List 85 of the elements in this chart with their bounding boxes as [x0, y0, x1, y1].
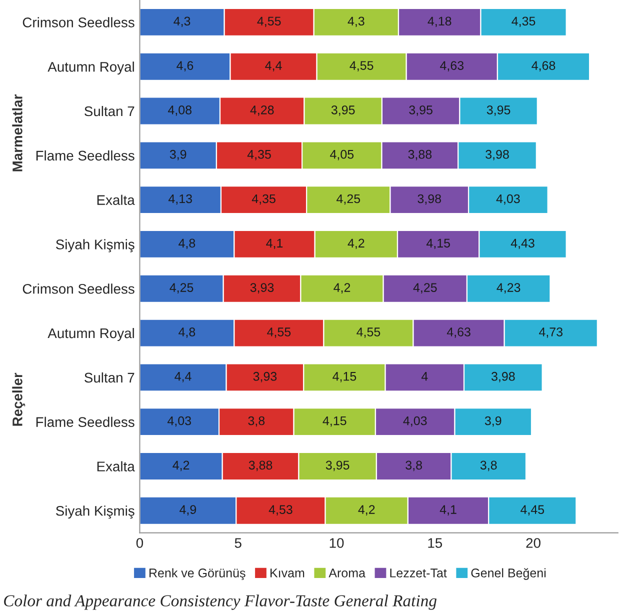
data-label: 3,95 [486, 106, 510, 116]
data-label: 3,88 [248, 460, 272, 472]
data-label: 4,23 [496, 283, 520, 294]
data-label: 4,03 [168, 416, 191, 427]
legend-label: Genel Beğeni [471, 568, 546, 580]
y-tick-label: Sultan 7 [84, 106, 134, 116]
y-tick-label: Autumn Royal [48, 328, 134, 341]
data-label: 3,95 [409, 106, 432, 116]
data-label: 3,9 [484, 416, 502, 427]
data-label: 4,55 [267, 328, 291, 338]
data-label: 4,68 [532, 61, 556, 72]
y-tick-label: Sultan 7 [84, 372, 134, 383]
data-label: 4,8 [178, 328, 196, 338]
data-label: 4,15 [332, 372, 356, 382]
data-label: 3,95 [326, 460, 350, 472]
data-label: 4,55 [356, 328, 380, 338]
data-label: 4,55 [350, 61, 374, 72]
y-tick-label: Crimson Seedless [22, 17, 134, 28]
data-label: 3,8 [248, 416, 265, 427]
data-label: 3,95 [331, 106, 355, 116]
data-label: 4,9 [180, 505, 196, 516]
data-label: 4,3 [174, 16, 190, 28]
data-label: 4,2 [358, 505, 375, 516]
legend-label: Aroma [328, 568, 366, 578]
x-tick-label: 20 [526, 538, 540, 548]
data-label: 4,73 [539, 328, 563, 338]
data-label: 4,05 [330, 150, 354, 160]
data-label: 4,6 [176, 61, 194, 72]
y-tick-label: Siyah Kişmiş [56, 239, 134, 252]
data-label: 4,25 [413, 283, 437, 294]
x-tick-label: 15 [428, 538, 442, 548]
data-label: 4,25 [170, 283, 194, 294]
text: Color and Appearance Consistency Flavor-Taste General Rating [4, 594, 437, 610]
data-label: 3,93 [250, 283, 274, 294]
x-tick-label: 0 [136, 538, 144, 548]
data-label: 4,2 [348, 238, 364, 250]
data-label: 4,43 [510, 238, 534, 250]
data-label: 3,93 [253, 372, 277, 382]
data-label: 4,03 [496, 194, 520, 205]
x-tick-label: 5 [234, 538, 242, 548]
data-label: 4,15 [426, 238, 450, 250]
data-label: 3,8 [406, 460, 422, 472]
legend-label: Renk ve Görünüş [150, 568, 246, 580]
data-label: 4,35 [247, 150, 271, 160]
data-label: 4,3 [348, 16, 364, 28]
legend-label: Kıvam [270, 568, 304, 578]
data-label: 3,88 [408, 150, 432, 160]
data-label: 4,25 [336, 194, 360, 205]
legend-label: Lezzet-Tat [390, 568, 447, 578]
text: Reçeller [12, 372, 26, 426]
data-label: 4,2 [172, 460, 190, 472]
data-label: 3,9 [170, 150, 186, 160]
y-tick-label: Autumn Royal [48, 62, 134, 75]
data-label: 4,1 [440, 505, 456, 516]
y-tick-label: Siyah Kişmiş [56, 506, 134, 519]
y-tick-label: Exalta [97, 461, 135, 472]
x-tick-label: 10 [330, 538, 344, 548]
data-label: 4,8 [178, 238, 196, 250]
data-label: 3,98 [486, 150, 509, 160]
y-tick-label: Flame Seedless [36, 416, 134, 427]
data-label: 4,63 [440, 61, 464, 72]
data-label: 4,4 [265, 61, 282, 72]
data-label: 4,53 [268, 505, 292, 516]
data-label: 4,45 [520, 505, 544, 516]
data-label: 4,1 [266, 238, 283, 250]
data-label: 4,28 [250, 106, 274, 116]
data-label: 4,35 [512, 16, 536, 28]
data-label: 4,03 [403, 416, 427, 427]
y-tick-label: Exalta [97, 194, 135, 205]
data-label: 4 [421, 372, 428, 381]
data-label: 4,13 [168, 194, 192, 205]
data-label: 4,4 [174, 372, 192, 382]
data-label: 3,8 [480, 460, 497, 472]
data-label: 3,98 [418, 194, 442, 205]
data-label: 3,98 [491, 372, 515, 382]
text: Marmelatlar [12, 94, 22, 172]
data-label: 4,08 [168, 106, 192, 116]
data-label: 4,2 [334, 283, 350, 294]
data-label: 4,55 [257, 16, 281, 28]
data-label: 4,18 [428, 16, 452, 28]
data-label: 4,63 [446, 328, 470, 338]
y-tick-label: Crimson Seedless [22, 284, 134, 294]
data-label: 4,15 [322, 416, 346, 427]
data-label: 4,35 [252, 194, 276, 205]
y-tick-label: Flame Seedless [36, 150, 134, 161]
